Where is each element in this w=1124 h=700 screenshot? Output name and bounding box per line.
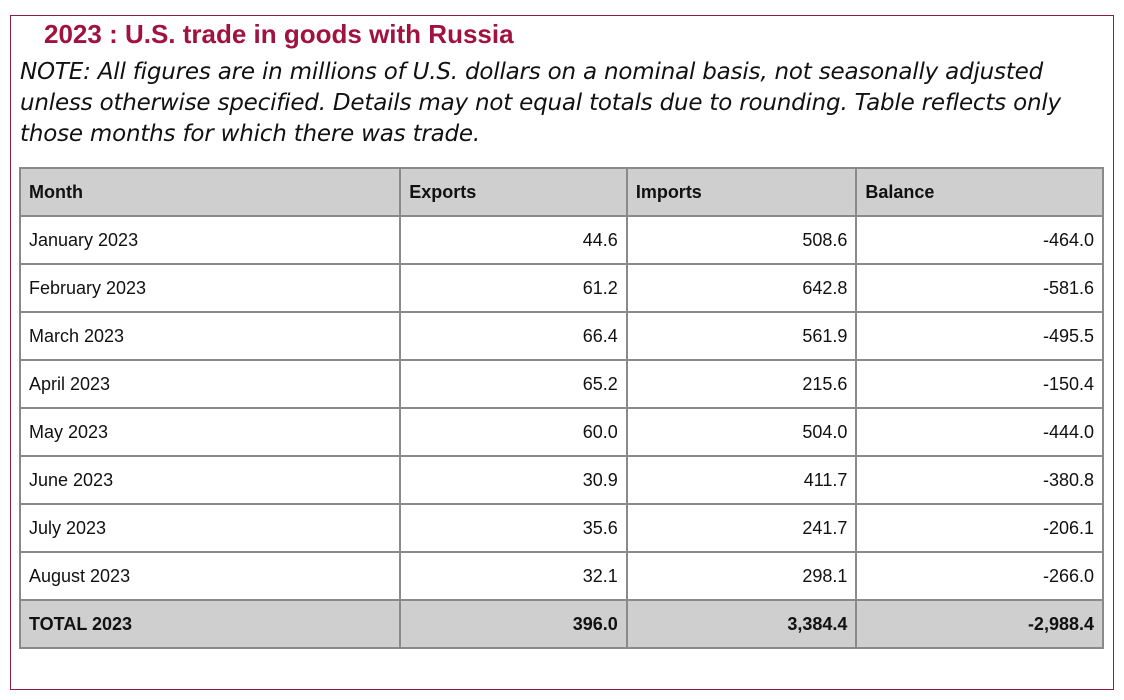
- cell-exports: 60.0: [399, 407, 628, 457]
- cell-balance: -380.8: [855, 455, 1104, 505]
- table-row: February 2023 61.2 642.8 -581.6: [18, 263, 1104, 313]
- cell-exports: 44.6: [399, 215, 628, 265]
- total-imports: 3,384.4: [625, 599, 858, 649]
- total-exports: 396.0: [399, 599, 628, 649]
- cell-balance: -266.0: [855, 551, 1104, 601]
- cell-month: February 2023: [18, 263, 402, 313]
- table-row: August 2023 32.1 298.1 -266.0: [18, 551, 1104, 601]
- cell-balance: -464.0: [855, 215, 1104, 265]
- cell-balance: -206.1: [855, 503, 1104, 553]
- cell-imports: 241.7: [625, 503, 858, 553]
- cell-balance: -581.6: [855, 263, 1104, 313]
- cell-balance: -444.0: [855, 407, 1104, 457]
- total-month: TOTAL 2023: [18, 599, 402, 649]
- cell-imports: 504.0: [625, 407, 858, 457]
- cell-exports: 65.2: [399, 359, 628, 409]
- cell-imports: 561.9: [625, 311, 858, 361]
- cell-exports: 61.2: [399, 263, 628, 313]
- cell-imports: 298.1: [625, 551, 858, 601]
- cell-month: June 2023: [18, 455, 402, 505]
- cell-month: July 2023: [18, 503, 402, 553]
- total-row: TOTAL 2023 396.0 3,384.4 -2,988.4: [18, 599, 1104, 649]
- cell-imports: 411.7: [625, 455, 858, 505]
- table-row: May 2023 60.0 504.0 -444.0: [18, 407, 1104, 457]
- cell-exports: 66.4: [399, 311, 628, 361]
- cell-exports: 32.1: [399, 551, 628, 601]
- header-imports: Imports: [625, 167, 858, 217]
- note-text: NOTE: All figures are in millions of U.S…: [20, 59, 1061, 147]
- cell-balance: -150.4: [855, 359, 1104, 409]
- table-row: March 2023 66.4 561.9 -495.5: [18, 311, 1104, 361]
- cell-balance: -495.5: [855, 311, 1104, 361]
- table-row: July 2023 35.6 241.7 -206.1: [18, 503, 1104, 553]
- table-header-row: Month Exports Imports Balance: [18, 167, 1104, 217]
- trade-panel: 2023 : U.S. trade in goods with Russia: [10, 15, 1114, 690]
- cell-month: August 2023: [18, 551, 402, 601]
- cell-exports: 30.9: [399, 455, 628, 505]
- cell-month: April 2023: [18, 359, 402, 409]
- header-exports: Exports: [399, 167, 628, 217]
- cell-imports: 215.6: [625, 359, 858, 409]
- cell-month: March 2023: [18, 311, 402, 361]
- trade-table: Month Exports Imports Balance January 20…: [18, 167, 1104, 649]
- cell-exports: 35.6: [399, 503, 628, 553]
- header-month: Month: [18, 167, 402, 217]
- cell-imports: 642.8: [625, 263, 858, 313]
- total-balance: -2,988.4: [855, 599, 1104, 649]
- table-row: January 2023 44.6 508.6 -464.0: [18, 215, 1104, 265]
- table-row: June 2023 30.9 411.7 -380.8: [18, 455, 1104, 505]
- header-balance: Balance: [855, 167, 1104, 217]
- cell-month: January 2023: [18, 215, 402, 265]
- cell-imports: 508.6: [625, 215, 858, 265]
- panel-title: 2023 : U.S. trade in goods with Russia: [39, 16, 519, 52]
- cell-month: May 2023: [18, 407, 402, 457]
- table-row: April 2023 65.2 215.6 -150.4: [18, 359, 1104, 409]
